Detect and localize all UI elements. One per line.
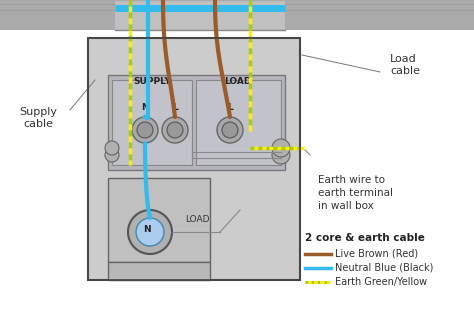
Bar [285,0,474,30]
Bar [108,262,210,280]
Circle shape [162,117,188,143]
Circle shape [217,117,243,143]
Text: Supply
cable: Supply cable [19,107,57,129]
Text: N: N [143,226,151,234]
Circle shape [105,141,119,155]
Bar [0,0,115,30]
Bar [108,75,285,170]
Text: LOAD: LOAD [185,215,210,225]
Circle shape [272,146,290,164]
Text: L: L [172,103,178,112]
Circle shape [132,117,158,143]
Bar [88,38,300,280]
Bar [108,178,210,262]
Circle shape [105,148,119,162]
Bar [115,0,285,30]
Circle shape [128,210,172,254]
Text: LOAD: LOAD [224,78,252,86]
Text: Earth Green/Yellow: Earth Green/Yellow [335,277,427,287]
Text: N: N [141,103,149,112]
Circle shape [136,218,164,246]
Text: 2 core & earth cable: 2 core & earth cable [305,233,425,243]
Bar [88,38,300,280]
Circle shape [137,122,153,138]
Circle shape [222,122,238,138]
Bar [112,80,192,165]
Circle shape [272,139,290,157]
Text: Neutral Blue (Black): Neutral Blue (Black) [335,263,433,273]
Text: Live Brown (Red): Live Brown (Red) [335,249,418,259]
Circle shape [167,122,183,138]
Text: SUPPLY: SUPPLY [133,78,171,86]
Bar [196,80,281,165]
Text: Load
cable: Load cable [390,54,420,76]
Text: L: L [227,103,233,112]
Text: Earth wire to
earth terminal
in wall box: Earth wire to earth terminal in wall box [318,175,393,211]
